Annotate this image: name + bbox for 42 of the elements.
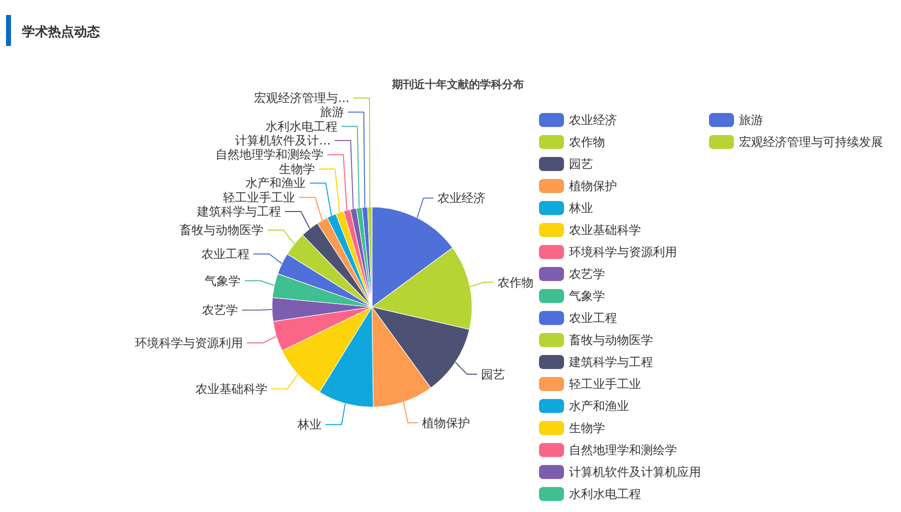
- slice-label: 林业: [296, 418, 322, 432]
- slice-label: 生物学: [279, 162, 316, 176]
- slice-label: 农作物: [498, 275, 534, 290]
- legend-label: 林业: [568, 201, 593, 215]
- slice-label: 农业基础科学: [195, 382, 268, 396]
- legend-label: 环境科学与资源利用: [569, 245, 677, 259]
- legend-label: 生物学: [569, 421, 605, 435]
- text: 计算机软件及计...: [235, 134, 331, 148]
- legend-label: 自然地理学和测绘学: [569, 443, 677, 457]
- slice-label: 自然地理学和测绘学: [215, 148, 324, 162]
- legend-label: 农业基础科学: [569, 223, 641, 237]
- slice-label: 水利水电工程: [265, 119, 338, 134]
- slice-label: 环境科学与资源利用: [135, 336, 244, 350]
- legend-label: 农作物: [569, 135, 605, 149]
- legend-label: 水产和渔业: [569, 399, 629, 413]
- slice-label: 轻工业手工业: [223, 190, 296, 204]
- legend-label: 宏观经济管理与可持续发展: [739, 135, 883, 149]
- slice-label: 农艺学: [202, 303, 238, 318]
- text: 宏观经济管理与...: [254, 90, 350, 105]
- slice-label: 旅游: [320, 105, 344, 120]
- slice-label: 园艺: [481, 367, 506, 382]
- slice-label: 畜牧与动物医学: [179, 223, 264, 238]
- legend-label: 农业工程: [569, 311, 617, 325]
- slice-label: 气象学: [204, 274, 241, 288]
- legend-label: 计算机软件及计算机应用: [569, 465, 701, 479]
- legend-label: 气象学: [569, 289, 605, 303]
- legend-label: 建筑科学与工程: [568, 355, 653, 369]
- legend-label: 农艺学: [569, 267, 605, 281]
- legend-label: 旅游: [739, 113, 763, 127]
- slice-label: 植物保护: [422, 416, 470, 430]
- legend-label: 畜牧与动物医学: [569, 333, 653, 347]
- legend-label: 轻工业手工业: [569, 377, 641, 391]
- legend-label: 农业经济: [569, 113, 617, 127]
- legend-label: 园艺: [569, 157, 593, 171]
- chart-title: 期刊近十年文献的学科分布: [391, 78, 524, 91]
- legend-label: 植物保护: [569, 179, 617, 193]
- slice-label: 水产和渔业: [246, 176, 306, 190]
- legend-label: 水利水电工程: [569, 487, 641, 501]
- slice-label: 农业工程: [201, 247, 250, 262]
- slice-label: 农业经济: [437, 191, 486, 206]
- slice-label: 建筑科学与工程: [196, 204, 281, 219]
- text: 学术热点动态: [22, 24, 101, 40]
